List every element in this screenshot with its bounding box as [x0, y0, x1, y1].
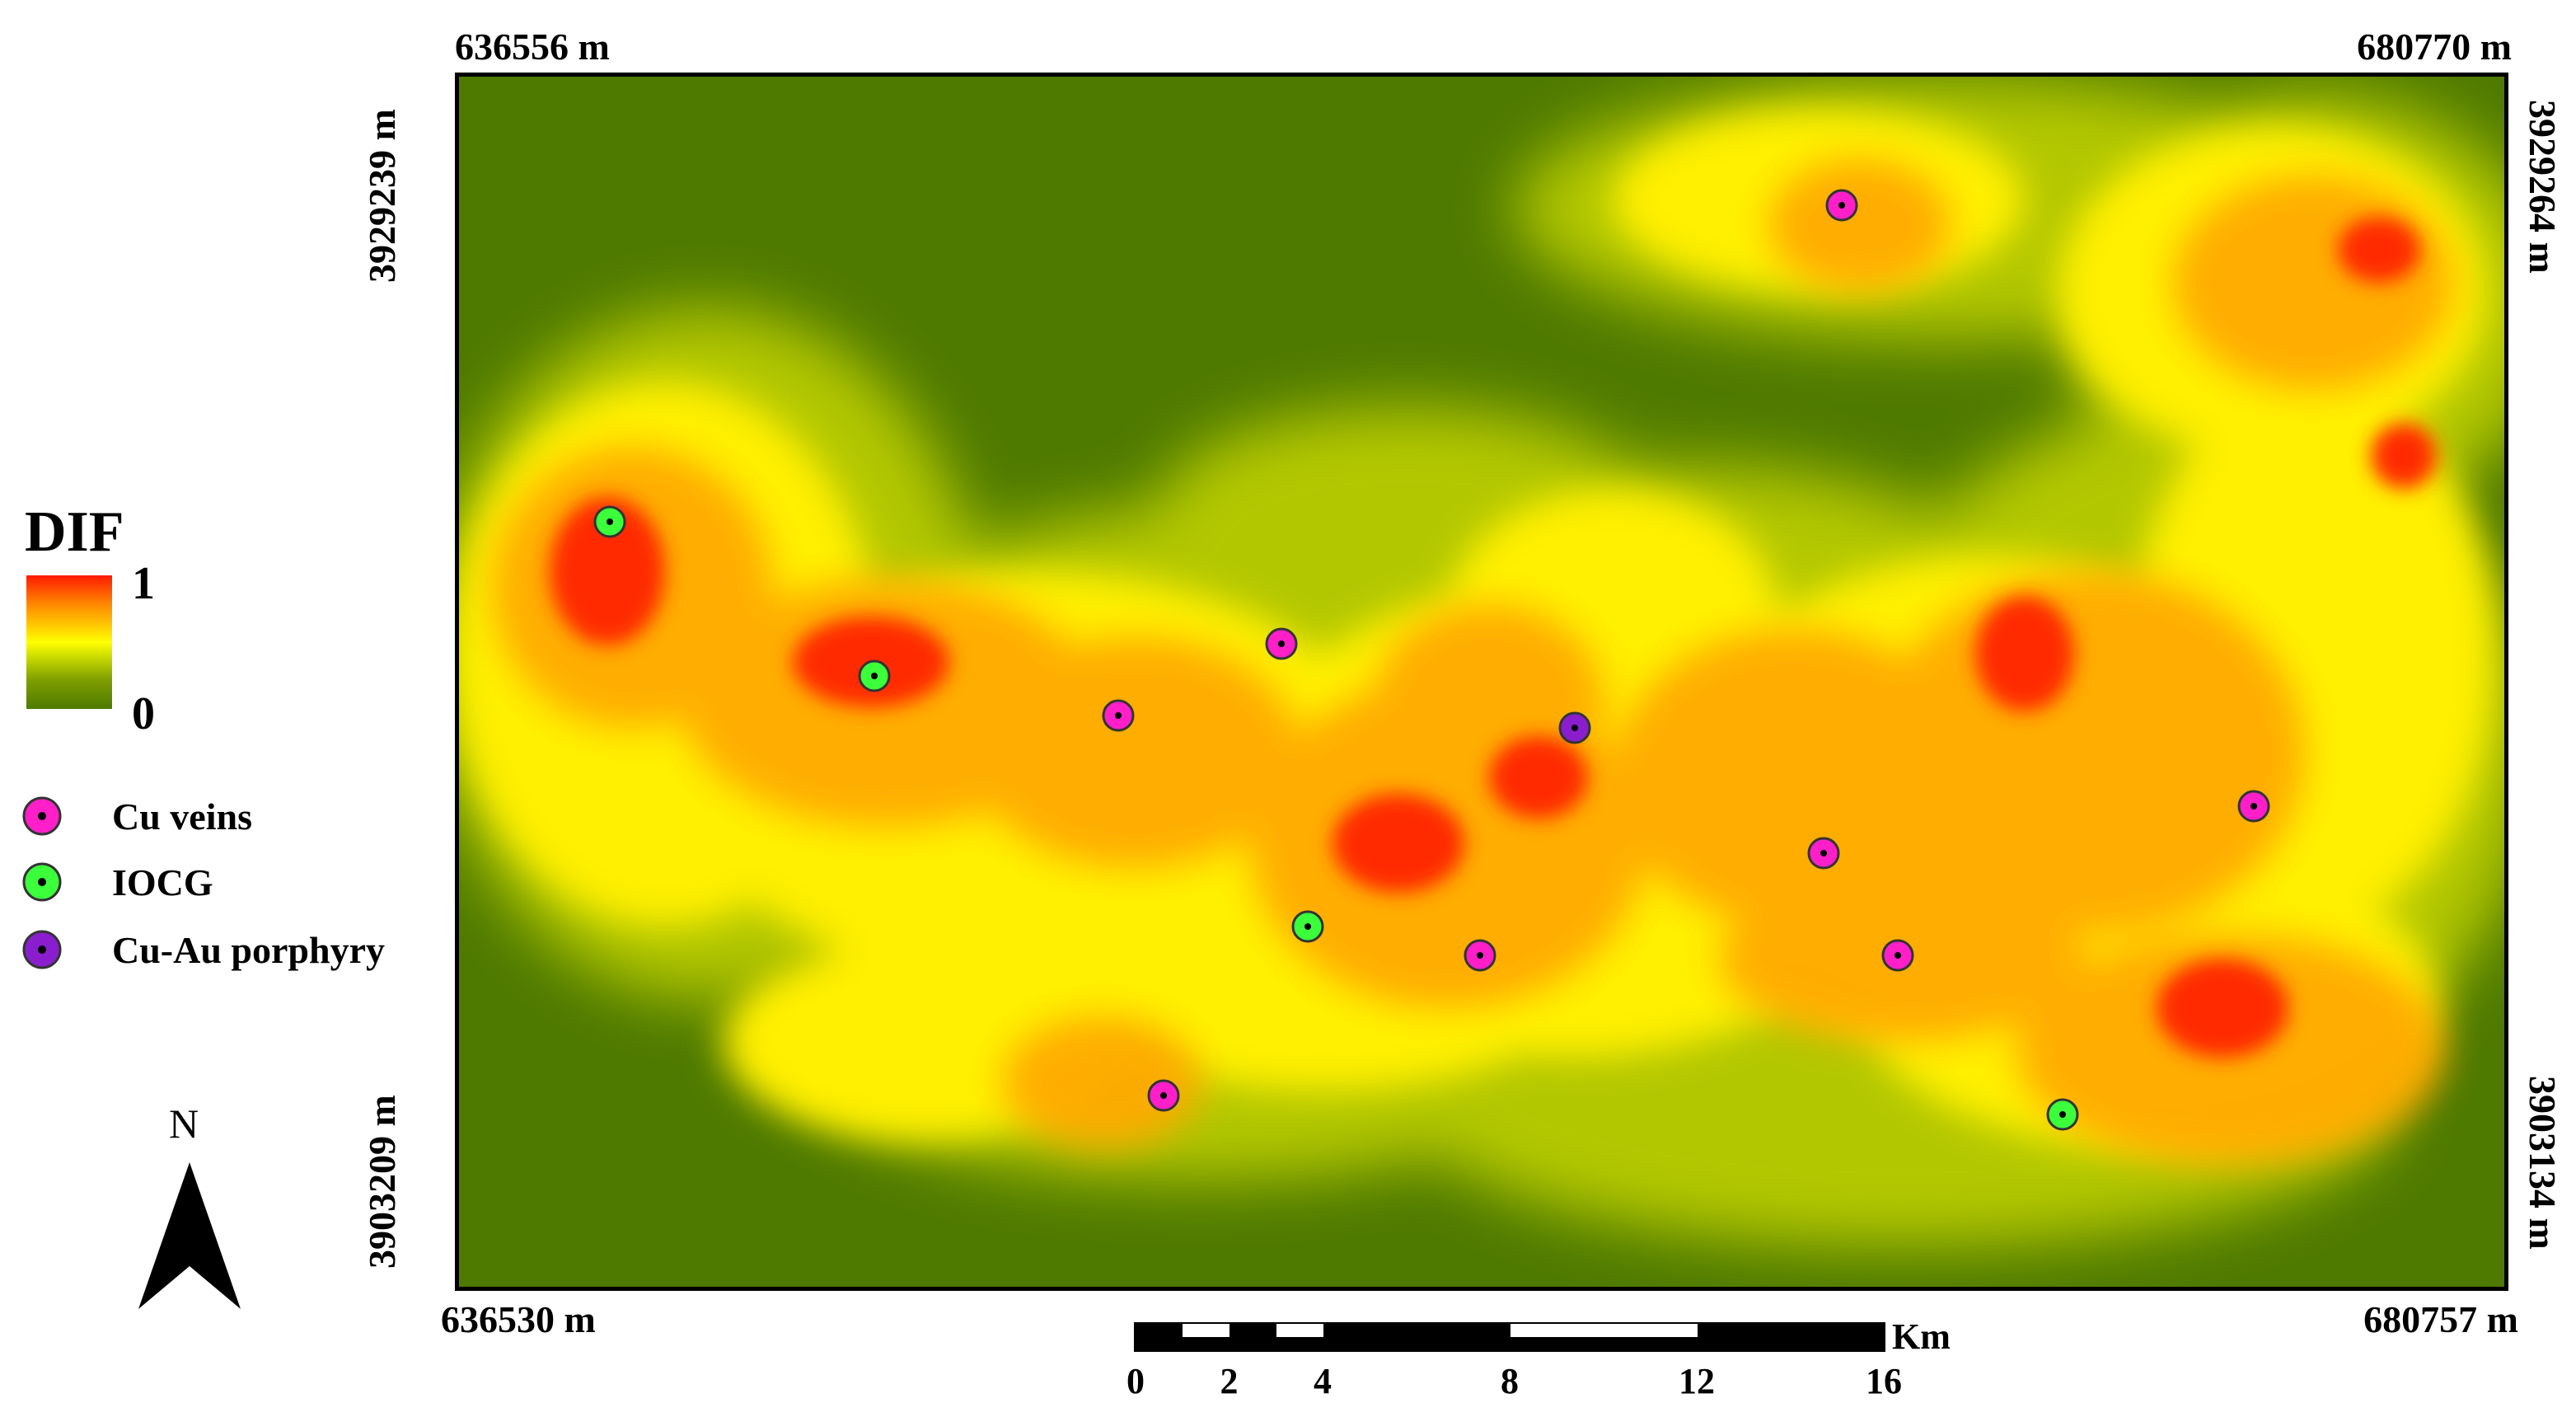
- legend-title: DIF: [25, 500, 124, 564]
- iocg-marker: [593, 505, 626, 538]
- iocg-marker: [1291, 910, 1324, 943]
- coord-right-top: 3929264 m: [2522, 100, 2564, 274]
- legend-item-label: IOCG: [112, 861, 213, 903]
- scale-tick-label: 0: [1126, 1361, 1145, 1401]
- legend-item-label: Cu veins: [112, 795, 252, 838]
- cu-veins-marker: [1464, 939, 1496, 972]
- cu-veins-marker: [1265, 627, 1298, 660]
- coord-bottom-left: 636530 m: [441, 1298, 596, 1340]
- cu-au-porphyry-marker: [1558, 711, 1591, 744]
- cu-au-porphyry-symbol-icon: [22, 930, 62, 969]
- cu-veins-marker: [1102, 699, 1135, 732]
- scale-tick-label: 8: [1501, 1361, 1519, 1401]
- cu-veins-marker: [2237, 790, 2270, 823]
- coord-top-right: 680770 m: [2357, 26, 2512, 68]
- scale-tick-label: 2: [1220, 1361, 1239, 1401]
- iocg-marker: [858, 659, 891, 692]
- cu-veins-symbol-icon: [22, 796, 62, 836]
- coord-top-left: 636556 m: [455, 26, 610, 68]
- cu-veins-marker: [1147, 1079, 1180, 1112]
- legend-item-cu-au-porphyry: Cu-Au porphyry: [20, 927, 385, 973]
- coord-right-bottom: 3903134 m: [2522, 1076, 2564, 1250]
- legend-item-label: Cu-Au porphyry: [112, 928, 386, 971]
- coord-left-top: 3929239 m: [361, 109, 403, 283]
- cu-veins-marker: [1825, 189, 1858, 222]
- cu-veins-marker: [1881, 939, 1914, 972]
- coord-bottom-right: 680757 m: [2363, 1298, 2518, 1340]
- north-label: N: [169, 1100, 199, 1147]
- deposit-markers: [593, 189, 2270, 1131]
- scale-tick-label: 12: [1679, 1361, 1715, 1401]
- iocg-marker: [2046, 1098, 2079, 1131]
- dif-map: [455, 73, 2508, 1291]
- scale-tick-label: 4: [1314, 1361, 1332, 1401]
- cu-veins-marker: [1807, 837, 1840, 870]
- dif-surface: [459, 77, 2504, 1287]
- scale-unit: Km: [1892, 1316, 1951, 1357]
- iocg-symbol-icon: [22, 862, 62, 902]
- scale-tick-label: 16: [1866, 1361, 1902, 1401]
- legend-item-cu-veins: Cu veins: [20, 793, 252, 839]
- legend-max-label: 1: [132, 558, 155, 609]
- north-arrow-icon: [138, 1162, 241, 1309]
- coord-left-bottom: 3903209 m: [361, 1095, 403, 1269]
- legend-item-iocg: IOCG: [20, 859, 213, 905]
- legend-min-label: 0: [132, 688, 155, 739]
- legend-color-ramp: [26, 575, 112, 709]
- scale-bar: [1134, 1322, 1885, 1352]
